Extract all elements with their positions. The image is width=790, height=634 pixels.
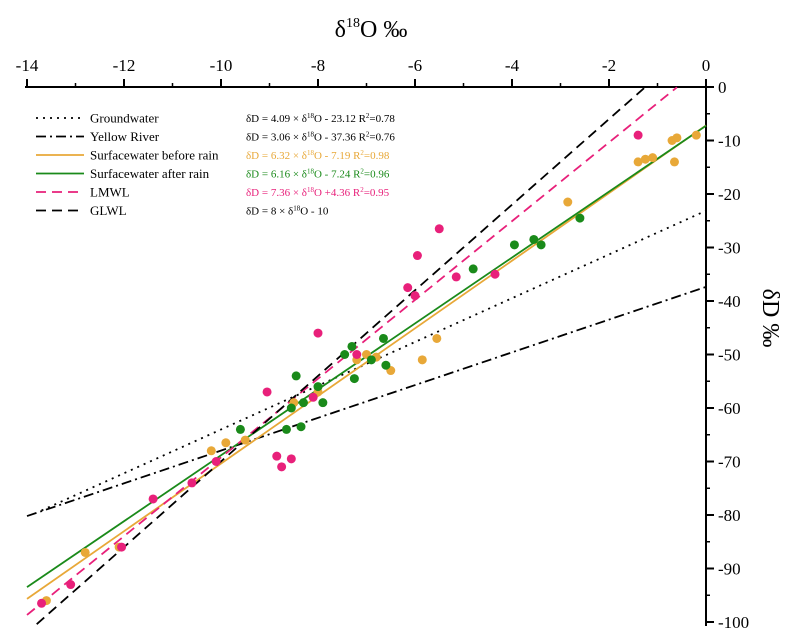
legend-label-lmwl: LMWL <box>90 185 130 200</box>
x-tick-label: -8 <box>311 56 325 75</box>
legend: Groundwater δD = 4.09 × δ18O - 23.12 R2=0… <box>36 111 395 218</box>
y-tick-label: -70 <box>718 453 741 472</box>
point-lmwl <box>412 251 422 261</box>
point-lmwl <box>633 130 643 140</box>
point-lmwl <box>286 454 296 464</box>
legend-equation-yellow-river: δD = 3.06 × δ18O - 37.36 R2=0.76 <box>246 131 395 144</box>
legend-equation-groundwater: δD = 4.09 × δ18O - 23.12 R2=0.78 <box>246 112 395 125</box>
point-after-rain <box>318 398 328 408</box>
y-axis-title: δD ‰ <box>757 289 783 348</box>
point-lmwl <box>66 580 76 590</box>
y-tick-label: 0 <box>718 78 727 97</box>
data-points <box>37 130 701 608</box>
point-lmwl <box>490 269 500 279</box>
point-lmwl <box>187 478 197 488</box>
fit-line-yellow-river <box>26 286 707 517</box>
point-lmwl <box>211 457 221 466</box>
point-after-rain <box>349 374 359 384</box>
point-after-rain <box>509 240 519 250</box>
y-tick-label: -40 <box>718 292 741 311</box>
point-lmwl <box>117 542 127 552</box>
x-tick-label: -12 <box>113 56 136 75</box>
point-after-rain <box>378 333 388 343</box>
legend-equation-before-rain: δD = 6.32 × δ18O - 7.19 R2=0.98 <box>246 149 390 162</box>
point-after-rain <box>381 360 391 370</box>
point-lmwl <box>37 598 47 608</box>
x-tick-label: -4 <box>505 56 520 75</box>
point-after-rain <box>347 341 357 351</box>
point-after-rain <box>575 213 585 223</box>
point-after-rain <box>286 403 296 413</box>
axes: -14 -12 -10 -8 -6 -4 -2 00-10-20-30-40-50-60-70… <box>16 56 750 632</box>
x-tick-label: -14 <box>16 56 39 75</box>
x-tick-label: 0 <box>702 56 711 75</box>
legend-equation-glwl: δD = 8 × δ18O - 10 <box>246 205 329 218</box>
point-before-rain <box>633 157 643 167</box>
point-after-rain <box>468 264 478 274</box>
point-lmwl <box>434 224 444 234</box>
point-lmwl <box>313 328 323 338</box>
point-lmwl <box>451 272 461 282</box>
legend-label-before-rain: Surfacewater before rain <box>90 148 219 163</box>
point-lmwl <box>277 462 287 472</box>
y-tick-label: -50 <box>718 346 741 365</box>
x-axis-title-superscript: 18 <box>346 16 360 31</box>
point-lmwl <box>272 451 282 461</box>
point-after-rain <box>298 398 308 408</box>
legend-equation-after-rain: δD = 6.16 × δ18O - 7.24 R2=0.96 <box>246 168 390 181</box>
point-after-rain <box>235 424 245 434</box>
legend-label-groundwater: Groundwater <box>90 111 159 126</box>
point-after-rain <box>291 371 301 381</box>
point-lmwl <box>308 392 318 402</box>
point-before-rain <box>672 133 682 143</box>
y-tick-label: -80 <box>718 506 741 525</box>
point-after-rain <box>366 355 376 365</box>
point-after-rain <box>340 350 350 359</box>
x-tick-label: -10 <box>210 56 233 75</box>
point-after-rain <box>536 240 546 250</box>
y-tick-label: -30 <box>718 239 741 258</box>
x-axis-title-tail: O ‰ <box>360 17 407 43</box>
point-lmwl <box>148 494 158 504</box>
point-lmwl <box>262 387 272 397</box>
legend-equation-lmwl: δD = 7.36 × δ18O +4.36 R2=0.95 <box>246 186 390 199</box>
x-axis-title: δ18O ‰ <box>335 16 408 43</box>
y-tick-label: -20 <box>718 185 741 204</box>
fit-line-lmwl <box>26 86 678 616</box>
legend-label-after-rain: Surfacewater after rain <box>90 166 210 181</box>
x-tick-label: -2 <box>602 56 616 75</box>
point-after-rain <box>529 234 539 244</box>
point-before-rain <box>240 435 250 445</box>
y-tick-label: -60 <box>718 399 741 418</box>
point-before-rain <box>563 197 573 207</box>
point-after-rain <box>281 424 291 434</box>
fit-line-before-rain <box>26 124 707 600</box>
point-before-rain <box>221 438 231 448</box>
point-lmwl <box>410 291 420 301</box>
point-before-rain <box>640 154 650 164</box>
point-lmwl <box>352 350 362 359</box>
legend-label-yellow-river: Yellow River <box>90 129 160 144</box>
point-before-rain <box>206 446 216 456</box>
point-after-rain <box>296 422 306 432</box>
point-before-rain <box>432 333 442 343</box>
point-before-rain <box>669 157 679 167</box>
point-before-rain <box>417 355 427 365</box>
point-lmwl <box>403 283 413 293</box>
x-tick-label: -6 <box>408 56 422 75</box>
legend-label-glwl: GLWL <box>90 203 127 218</box>
y-tick-label: -10 <box>718 132 741 151</box>
point-before-rain <box>80 547 90 557</box>
y-tick-label: -100 <box>718 613 749 632</box>
y-tick-label: -90 <box>718 560 741 579</box>
point-after-rain <box>313 382 323 392</box>
point-before-rain <box>648 153 658 163</box>
point-before-rain <box>691 130 701 140</box>
